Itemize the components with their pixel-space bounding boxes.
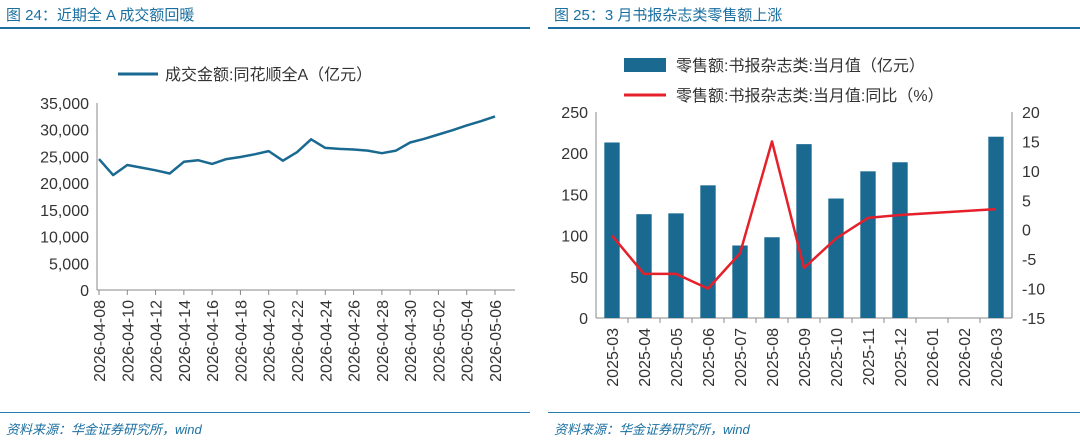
x-tick-label: 2026-05-04 [460, 300, 477, 382]
left-y-tick-label: 150 [561, 187, 588, 204]
legend-swatch-bar [624, 58, 666, 72]
legend-label-bar: 零售额:书报杂志类:当月值（亿元） [676, 57, 925, 75]
source-rule [548, 412, 1080, 413]
right-y-tick-label: 0 [1022, 223, 1031, 240]
axes: 0 50 100 150 200 250 -15 -10 -5 0 5 10 15 20 2025-03 20… [561, 105, 1045, 387]
legend-label-line: 零售额:书报杂志类:当月值:同比（%） [676, 87, 944, 105]
x-tick-label: 2026-04-20 [262, 300, 279, 382]
figure-title: 图 24：近期全 A 成交额回暖 [6, 7, 195, 24]
x-tick-label: 2026-04-30 [403, 300, 420, 382]
yoy-line [611, 140, 997, 290]
x-tick-label: 2026-05-06 [488, 300, 505, 382]
retail-bar [764, 237, 780, 318]
x-tick-label: 2025-12 [893, 328, 910, 387]
turnover-line [98, 115, 496, 177]
x-tick-label: 2026-01 [925, 328, 942, 387]
chart-panel-left: 图 24：近期全 A 成交额回暖 成交金额:同花顺全A（亿元） 0 5,000 10… [0, 0, 530, 442]
y-tick-label: 10,000 [40, 230, 89, 247]
source-rule [0, 412, 530, 413]
x-tick-label: 2026-04-10 [120, 300, 137, 382]
series-line [98, 115, 496, 177]
figure-title: 图 25：3 月书报杂志类零售额上涨 [554, 7, 783, 24]
line-chart: 成交金额:同花顺全A（亿元） 0 5,000 10,000 15,000 20,000 2… [40, 66, 515, 382]
combo-chart: 零售额:书报杂志类:当月值（亿元） 零售额:书报杂志类:当月值:同比（%） 0 5… [561, 57, 1045, 387]
x-tick-label: 2026-05-02 [431, 300, 448, 382]
y-tick-label: 5,000 [49, 256, 89, 273]
title-rule [0, 27, 530, 29]
legend: 成交金额:同花顺全A（亿元） [118, 66, 372, 84]
x-tick-label: 2026-04-12 [149, 300, 166, 382]
retail-bar [892, 162, 908, 318]
x-tick-label: 2026-04-24 [318, 300, 335, 382]
left-y-tick-label: 50 [570, 270, 588, 287]
source-note: 资料来源：华金证券研究所，wind [6, 422, 202, 437]
source-note: 资料来源：华金证券研究所，wind [554, 422, 750, 437]
retail-bar [636, 214, 652, 318]
legend-label: 成交金额:同花顺全A（亿元） [165, 66, 372, 84]
x-tick-label: 2025-10 [829, 328, 846, 387]
x-tick-label: 2026-04-28 [375, 300, 392, 382]
x-tick-label: 2026-04-26 [347, 300, 364, 382]
retail-bar [828, 198, 844, 318]
left-y-tick-label: 100 [561, 229, 588, 246]
retail-bar [668, 213, 684, 318]
chart-panel-right: 图 25：3 月书报杂志类零售额上涨 零售额:书报杂志类:当月值（亿元） 零售额… [548, 0, 1080, 442]
x-tick-label: 2025-11 [861, 328, 878, 386]
right-y-tick-label: -15 [1022, 311, 1045, 328]
retail-bar [732, 245, 748, 318]
retail-bar [604, 142, 620, 318]
right-y-tick-label: -5 [1022, 252, 1036, 269]
right-y-tick-label: -10 [1022, 282, 1045, 299]
left-y-tick-label: 0 [579, 311, 588, 328]
right-y-tick-label: 15 [1022, 134, 1040, 151]
x-tick-label: 2026-04-14 [177, 300, 194, 382]
right-y-tick-label: 5 [1022, 193, 1031, 210]
x-tick-label: 2026-04-08 [92, 300, 109, 382]
x-tick-label: 2026-04-22 [290, 300, 307, 382]
x-tick-label: 2025-08 [765, 328, 782, 387]
left-y-tick-label: 200 [561, 146, 588, 163]
retail-bar [796, 144, 812, 318]
x-tick-label: 2025-09 [797, 328, 814, 387]
y-tick-label: 35,000 [40, 96, 89, 113]
legend: 零售额:书报杂志类:当月值（亿元） 零售额:书报杂志类:当月值:同比（%） [624, 57, 944, 105]
retail-bar [860, 171, 876, 318]
y-tick-label: 15,000 [40, 203, 89, 220]
x-tick-label: 2025-03 [605, 328, 622, 387]
retail-bar [700, 185, 716, 318]
y-tick-label: 20,000 [40, 176, 89, 193]
x-tick-label: 2026-02 [957, 328, 974, 387]
x-tick-label: 2026-03 [989, 328, 1006, 387]
yoy-line-series [611, 140, 997, 290]
axes: 0 5,000 10,000 15,000 20,000 25,000 30,000 35,0… [40, 96, 515, 382]
y-tick-label: 0 [80, 283, 89, 300]
bar-series [604, 136, 1004, 318]
x-tick-label: 2025-07 [733, 328, 750, 387]
x-tick-label: 2025-05 [669, 328, 686, 387]
right-y-tick-label: 20 [1022, 105, 1040, 122]
y-tick-label: 25,000 [40, 149, 89, 166]
x-tick-label: 2026-04-18 [233, 300, 250, 382]
left-y-tick-label: 250 [561, 105, 588, 122]
title-rule [548, 27, 1080, 29]
y-tick-label: 30,000 [40, 123, 89, 140]
right-y-tick-label: 10 [1022, 164, 1040, 181]
retail-bar [988, 136, 1004, 318]
x-tick-label: 2025-04 [637, 328, 654, 387]
x-tick-label: 2025-06 [701, 328, 718, 387]
x-tick-label: 2026-04-16 [205, 300, 222, 382]
